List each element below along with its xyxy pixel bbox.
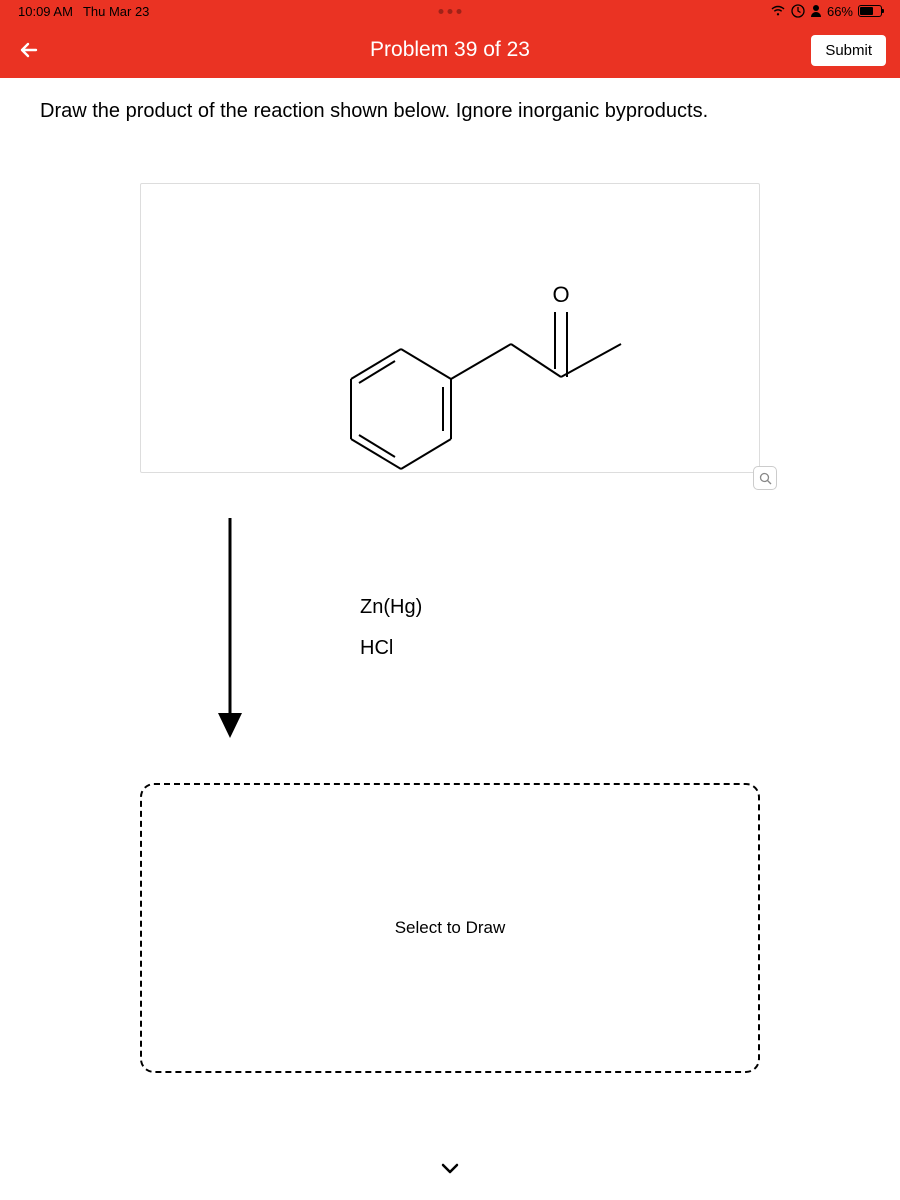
nav-bar: Problem 39 of 23 Submit [0, 22, 900, 78]
problem-prompt: Draw the product of the reaction shown b… [40, 100, 860, 123]
home-indicator-dots [439, 9, 462, 14]
magnifier-icon [759, 472, 772, 485]
expand-down-button[interactable] [437, 1155, 463, 1186]
status-time: 10:09 AM [18, 4, 73, 19]
zoom-button[interactable] [753, 466, 777, 490]
status-date: Thu Mar 23 [83, 4, 149, 19]
status-bar: 10:09 AM Thu Mar 23 66% [0, 0, 900, 22]
reactant-structure-box: O [140, 183, 760, 473]
battery-fill [860, 7, 873, 15]
svg-text:O: O [552, 282, 569, 307]
back-button[interactable] [14, 35, 44, 65]
reagent-2: HCl [360, 637, 760, 660]
submit-button[interactable]: Submit [811, 35, 886, 66]
reaction-arrow-icon [210, 513, 250, 743]
answer-placeholder: Select to Draw [395, 918, 506, 938]
arrow-left-icon [17, 38, 41, 62]
battery-pct: 66% [827, 4, 853, 19]
sync-icon [791, 4, 805, 18]
battery-icon [858, 5, 882, 17]
molecule-diagram: O [141, 184, 761, 474]
wifi-icon [770, 5, 786, 17]
page-title: Problem 39 of 23 [370, 38, 530, 62]
user-icon [810, 4, 822, 18]
answer-draw-area[interactable]: Select to Draw [140, 783, 760, 1073]
chevron-down-icon [437, 1155, 463, 1181]
reagent-1: Zn(Hg) [360, 596, 760, 619]
reagents-list: Zn(Hg) HCl [320, 596, 760, 660]
